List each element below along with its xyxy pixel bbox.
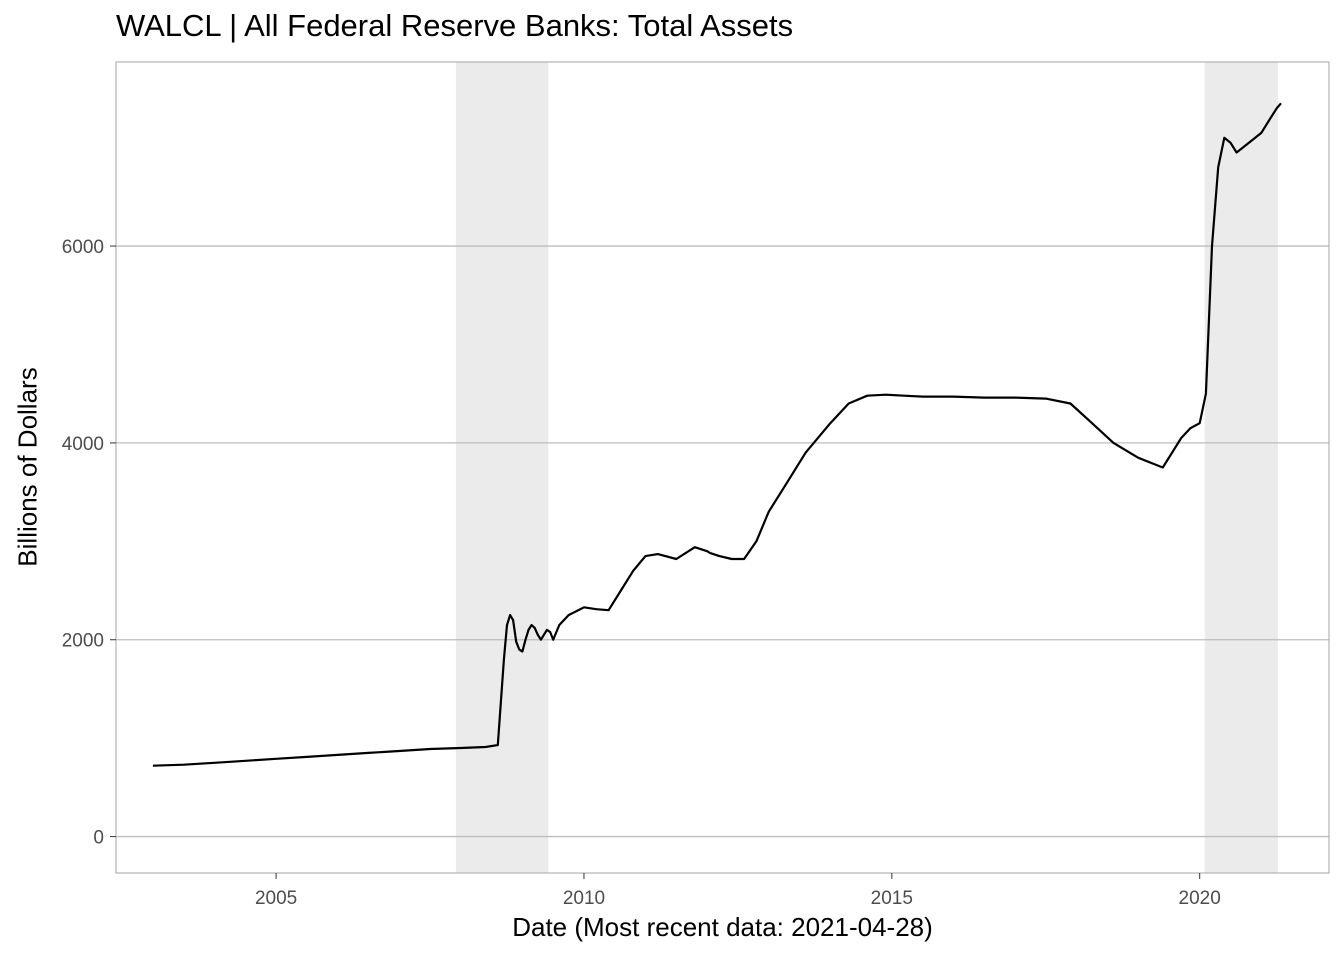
y-tick-label-3: 6000 bbox=[62, 237, 104, 258]
y-tick-label-2: 4000 bbox=[62, 434, 104, 455]
series-line-0 bbox=[152, 102, 1282, 767]
x-tick-label-3: 2020 bbox=[1179, 888, 1221, 909]
y-tick-label-0: 0 bbox=[93, 828, 104, 849]
y-tick-label-1: 2000 bbox=[62, 631, 104, 652]
y-axis-label: Billions of Dollars bbox=[12, 367, 43, 567]
chart-title: WALCL | All Federal Reserve Banks: Total… bbox=[116, 8, 794, 43]
x-tick-label-0: 2005 bbox=[255, 888, 297, 909]
recession-band-0 bbox=[455, 62, 549, 873]
recession-band-1 bbox=[1204, 62, 1278, 873]
x-tick-label-2: 2015 bbox=[871, 888, 913, 909]
x-axis-label: Date (Most recent data: 2021-04-28) bbox=[512, 912, 933, 942]
plot-panel-border bbox=[115, 61, 1330, 874]
x-tick-label-1: 2010 bbox=[563, 888, 605, 909]
